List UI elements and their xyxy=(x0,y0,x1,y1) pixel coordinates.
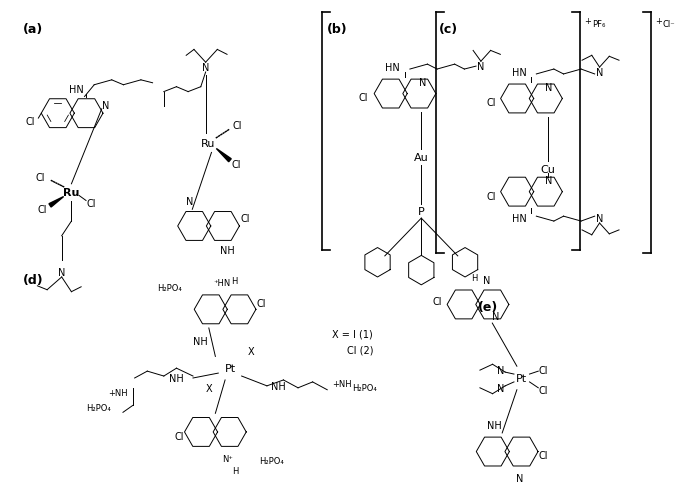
Text: N: N xyxy=(58,268,66,277)
Text: N: N xyxy=(596,68,603,78)
Text: H₂PO₄: H₂PO₄ xyxy=(259,456,284,465)
Text: N: N xyxy=(516,473,523,483)
Text: N: N xyxy=(545,176,552,185)
Text: N: N xyxy=(491,312,499,321)
Text: HN: HN xyxy=(385,63,400,73)
Text: Cl: Cl xyxy=(26,117,35,127)
Text: Cl: Cl xyxy=(487,98,496,108)
Text: Ru: Ru xyxy=(201,138,216,148)
Text: Cu: Cu xyxy=(540,165,555,175)
Text: Cl: Cl xyxy=(487,191,496,201)
Text: +: + xyxy=(655,17,662,26)
Text: Cl: Cl xyxy=(539,451,548,460)
Text: P: P xyxy=(418,207,425,217)
Text: Au: Au xyxy=(414,153,429,163)
Text: Cl: Cl xyxy=(231,160,241,170)
Text: Cl: Cl xyxy=(37,205,47,215)
Text: N: N xyxy=(202,63,210,73)
Text: (d): (d) xyxy=(23,273,43,287)
Text: N: N xyxy=(483,275,490,286)
Text: N: N xyxy=(545,83,552,92)
Text: X: X xyxy=(248,346,255,356)
Text: H₂PO₄: H₂PO₄ xyxy=(157,284,182,293)
Text: H: H xyxy=(233,466,239,475)
Text: NH: NH xyxy=(271,381,286,391)
Polygon shape xyxy=(216,149,231,163)
Text: N: N xyxy=(596,213,603,224)
Text: Cl: Cl xyxy=(86,199,95,209)
Text: H₂PO₄: H₂PO₄ xyxy=(352,383,377,393)
Text: X: X xyxy=(206,383,212,393)
Text: Cl: Cl xyxy=(538,365,548,376)
Text: HN: HN xyxy=(512,213,527,224)
Text: Cl (2): Cl (2) xyxy=(347,345,373,355)
Text: N: N xyxy=(102,101,110,111)
Text: PF₆: PF₆ xyxy=(592,20,605,30)
Text: +NH: +NH xyxy=(108,388,128,397)
Text: N⁺: N⁺ xyxy=(222,454,233,463)
Text: Cl: Cl xyxy=(36,173,45,182)
Text: X = I (1): X = I (1) xyxy=(332,329,373,339)
Text: Cl: Cl xyxy=(233,121,243,131)
Text: +NH: +NH xyxy=(332,379,352,389)
Text: NH: NH xyxy=(193,336,208,346)
Text: Pt: Pt xyxy=(516,373,527,383)
Text: HN: HN xyxy=(512,68,527,78)
Text: Cl: Cl xyxy=(174,431,184,441)
Text: (b): (b) xyxy=(327,23,348,36)
Text: N: N xyxy=(497,365,504,376)
Text: (e): (e) xyxy=(478,300,498,313)
Text: H: H xyxy=(231,277,238,286)
Text: ⁺HN: ⁺HN xyxy=(213,279,231,288)
Text: N: N xyxy=(497,383,504,393)
Text: (a): (a) xyxy=(23,23,43,36)
Text: Cl: Cl xyxy=(240,213,249,223)
Text: N: N xyxy=(186,197,193,207)
Text: Cl: Cl xyxy=(433,296,442,306)
Text: HN: HN xyxy=(69,85,84,94)
Text: Ru: Ru xyxy=(64,187,80,197)
Text: Cl⁻: Cl⁻ xyxy=(662,20,675,30)
Text: Cl: Cl xyxy=(538,385,548,395)
Text: (c): (c) xyxy=(439,23,458,36)
Text: +: + xyxy=(584,17,591,26)
Text: N: N xyxy=(418,78,426,88)
Text: N: N xyxy=(477,62,485,72)
Polygon shape xyxy=(49,197,64,208)
Text: NH: NH xyxy=(169,373,184,383)
Text: H₂PO₄: H₂PO₄ xyxy=(87,403,111,412)
Text: H: H xyxy=(471,274,478,283)
Text: Cl: Cl xyxy=(257,299,266,309)
Text: NH: NH xyxy=(487,420,502,430)
Text: Pt: Pt xyxy=(224,363,235,374)
Text: NH: NH xyxy=(220,246,235,256)
Text: Cl: Cl xyxy=(358,93,368,103)
